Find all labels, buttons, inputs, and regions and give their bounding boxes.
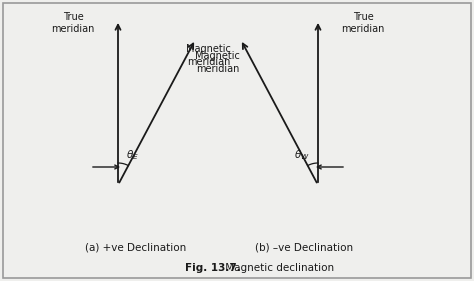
Text: $\theta_W$: $\theta_W$	[294, 148, 310, 162]
Text: True
meridian: True meridian	[341, 12, 385, 34]
Text: Fig. 13.7.: Fig. 13.7.	[185, 263, 241, 273]
Text: Magnetic declination: Magnetic declination	[222, 263, 334, 273]
Text: True
meridian: True meridian	[51, 12, 95, 34]
Text: $\theta_E$: $\theta_E$	[126, 148, 139, 162]
Text: (b) –ve Declination: (b) –ve Declination	[255, 243, 353, 253]
Text: Magnetic
meridian: Magnetic meridian	[195, 51, 240, 74]
Text: Magnetic
meridian: Magnetic meridian	[186, 44, 230, 67]
Text: (a) +ve Declination: (a) +ve Declination	[85, 243, 186, 253]
